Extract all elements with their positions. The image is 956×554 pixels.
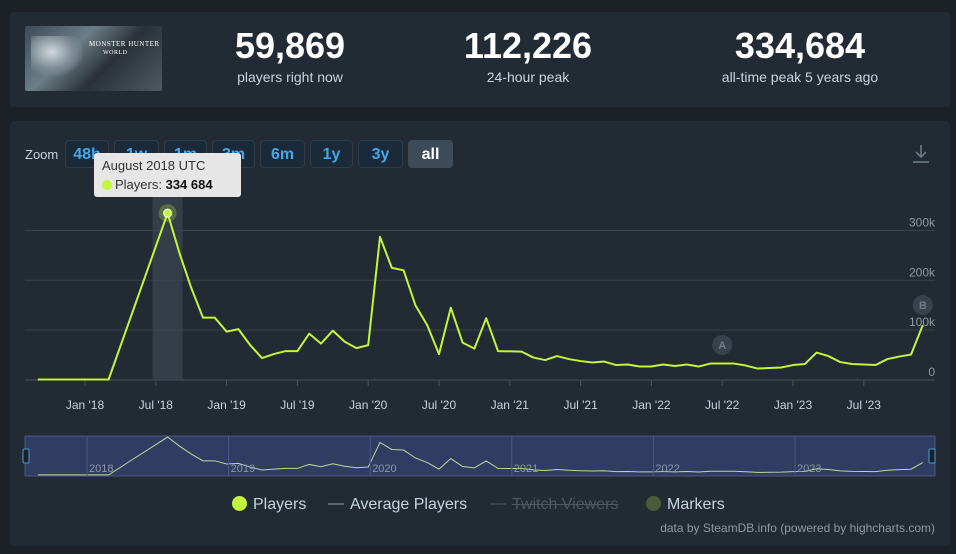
legend-item-players[interactable]: Players — [232, 496, 306, 514]
x-tick-label: Jul '18 — [139, 398, 174, 412]
legend-line-icon — [490, 503, 506, 505]
download-icon[interactable] — [910, 143, 932, 165]
x-tick-label: Jan '23 — [774, 398, 813, 412]
zoom-button-3y[interactable]: 3y — [358, 140, 403, 168]
tooltip-series: Players: — [115, 177, 162, 192]
x-tick-label: Jul '20 — [422, 398, 457, 412]
x-tick-label: Jul '23 — [847, 398, 882, 412]
series-dot-icon — [102, 180, 112, 190]
x-tick-label: Jan '22 — [632, 398, 671, 412]
legend-item-twitch-viewers[interactable]: Twitch Viewers — [490, 496, 618, 514]
credit-text[interactable]: data by SteamDB.info (powered by highcha… — [660, 521, 935, 535]
tooltip-value: 334 684 — [165, 177, 213, 192]
x-tick-label: Jul '19 — [280, 398, 315, 412]
stat-label: all-time peak 5 years ago — [721, 69, 879, 85]
game-header-image[interactable]: MONSTER HUNTER WORLD — [25, 26, 162, 91]
marker-b: B — [912, 295, 933, 315]
legend-item-markers[interactable]: Markers — [646, 496, 725, 514]
series-line-players — [37, 212, 924, 381]
data-point — [163, 208, 173, 218]
navigator-year-label: 2018 — [89, 463, 113, 475]
navigator-year-label: 2019 — [231, 463, 255, 475]
zoom-button-all[interactable]: all — [408, 140, 453, 168]
stat-players-now: 59,869 players right now — [210, 24, 370, 86]
stat-value: 112,226 — [463, 25, 593, 66]
stat-value: 334,684 — [734, 25, 866, 66]
zoom-button-6m[interactable]: 6m — [260, 140, 305, 168]
chart-tooltip: August 2018 UTC Players: 334 684 — [94, 153, 241, 197]
legend-dot-icon — [646, 496, 661, 511]
navigator-background — [25, 436, 935, 476]
x-tick-label: Jan '18 — [66, 398, 105, 412]
stat-label: players right now — [237, 69, 343, 85]
game-logo: MONSTER HUNTER WORLD — [89, 40, 160, 56]
tooltip-row: Players: 334 684 — [102, 175, 233, 194]
y-tick-label: 0 — [928, 365, 935, 379]
player-chart: Jan '18 Jul '18 Jan '19 Jul '19 Jan '20 Jul '… — [22, 179, 936, 477]
legend-line-icon — [328, 503, 344, 505]
monster-artwork — [31, 36, 83, 76]
x-tick-label: Jan '19 — [207, 398, 246, 412]
navigator-year-label: 2023 — [797, 463, 821, 475]
zoom-label: Zoom — [25, 147, 59, 162]
x-tick-label: Jul '22 — [705, 398, 740, 412]
legend-label: Twitch Viewers — [512, 496, 619, 513]
stat-24h-peak: 112,226 24-hour peak — [448, 24, 608, 86]
marker-label: A — [718, 340, 726, 352]
stat-label: 24-hour peak — [486, 69, 570, 85]
legend-label: Players — [253, 496, 307, 513]
marker-label: B — [919, 300, 927, 312]
y-tick-label: 100k — [909, 315, 936, 329]
zoom-button-1y[interactable]: 1y — [310, 140, 353, 168]
y-tick-label: 200k — [909, 265, 936, 279]
navigator-handle-right[interactable] — [928, 448, 936, 464]
legend-item-average-players[interactable]: Average Players — [328, 496, 467, 514]
x-tick-label: Jul '21 — [563, 398, 598, 412]
x-tick-label: Jan '21 — [491, 398, 530, 412]
marker-a: A — [712, 335, 733, 355]
marker-circle — [912, 295, 933, 315]
legend-label: Markers — [667, 496, 725, 513]
stats-panel: MONSTER HUNTER WORLD 59,869 players right… — [10, 12, 950, 107]
legend-dot-icon — [232, 496, 247, 511]
legend-label: Average Players — [350, 496, 468, 513]
tooltip-date: August 2018 UTC — [102, 158, 206, 173]
navigator-year-label: 2022 — [655, 463, 679, 475]
stat-all-time-peak: 334,684 all-time peak 5 years ago — [690, 24, 910, 86]
stat-value: 59,869 — [234, 25, 346, 66]
y-tick-label: 300k — [909, 215, 936, 229]
chart-panel: Jan '18 Jul '18 Jan '19 Jul '19 Jan '20 Jul '… — [10, 121, 950, 546]
navigator-year-label: 2020 — [372, 463, 396, 475]
x-tick-label: Jan '20 — [349, 398, 388, 412]
navigator-year-label: 2021 — [514, 463, 538, 475]
navigator-handle-left[interactable] — [22, 448, 30, 464]
marker-circle — [712, 335, 733, 355]
